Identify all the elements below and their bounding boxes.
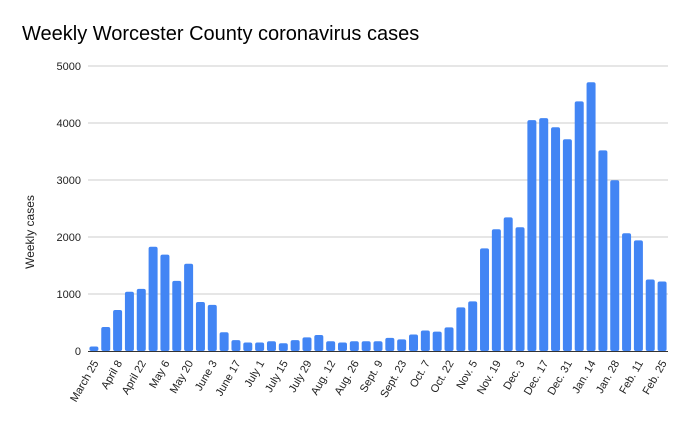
bar [657,281,667,351]
bar [622,233,632,351]
y-tick-label: 2000 [57,232,81,244]
chart-title: Weekly Worcester County coronavirus case… [22,23,419,45]
bar [574,101,584,351]
bar [101,327,111,351]
bar [503,217,513,351]
bar [184,263,194,351]
bar [539,118,549,351]
bar [326,341,336,351]
x-tick-label: May 20 [168,359,196,396]
bar [314,335,324,351]
x-tick-label: Oct. 7 [408,359,433,390]
bar [645,279,655,351]
bar [302,337,312,351]
bar [586,82,596,352]
bar [397,339,407,351]
x-tick-label: March 25 [68,359,101,405]
bar [373,341,383,351]
bar [551,127,561,352]
bar [527,120,537,352]
bar [598,150,608,351]
bar [136,288,146,351]
bar [515,227,525,351]
bar [89,346,99,351]
bar [290,340,300,351]
x-axis-line [88,351,668,352]
bar [633,240,643,351]
bar [266,341,276,351]
bar [243,342,253,351]
bar [562,139,572,351]
y-axis-label: Weekly cases [23,195,37,269]
y-tick-label: 0 [75,346,81,358]
x-tick-label: Oct. 22 [428,359,456,396]
bar [610,180,620,351]
bar [160,254,170,351]
bar [255,342,265,351]
bar [480,248,490,351]
bar [231,340,241,351]
bar [124,291,134,351]
bar [148,246,158,351]
bar [337,342,347,351]
bar [432,331,442,351]
bar [420,330,430,351]
bar [172,280,182,351]
bar [195,301,205,351]
x-tick-label: July 1 [242,359,267,390]
y-tick-label: 4000 [57,118,81,130]
x-tick-label: May 6 [147,359,172,391]
bar [444,327,454,351]
bar [361,341,371,351]
bar [207,304,217,351]
bar [385,337,395,351]
bar [409,334,419,351]
y-tick-label: 3000 [57,175,81,187]
y-tick-label: 1000 [57,289,81,301]
y-tick-label: 5000 [57,61,81,73]
bar [219,332,229,351]
bar [278,343,288,351]
bar [456,307,466,351]
bar [468,301,478,351]
bar [113,309,123,351]
bar [349,341,359,351]
bar [491,229,501,351]
